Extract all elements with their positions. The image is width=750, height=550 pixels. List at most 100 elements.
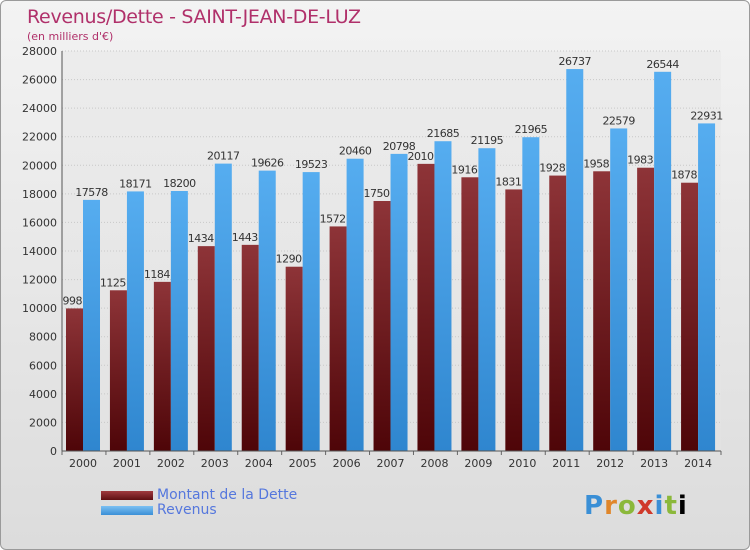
- data-label-dette: 1750: [364, 187, 390, 200]
- x-tick-label: 2014: [684, 457, 712, 470]
- data-label-revenus: 19626: [251, 157, 284, 170]
- x-tick-label: 2011: [552, 457, 580, 470]
- data-label-dette: 1878: [671, 169, 697, 182]
- x-tick-label: 2009: [464, 457, 492, 470]
- y-tick-label: 20000: [22, 159, 57, 172]
- data-label-revenus: 18200: [163, 177, 196, 190]
- bar-dette: [461, 177, 479, 452]
- y-tick-label: 6000: [29, 359, 57, 372]
- x-tick-label: 2002: [157, 457, 185, 470]
- legend-item-revenus: Revenus: [101, 502, 441, 518]
- bar-dette: [505, 189, 523, 451]
- y-tick-label: 12000: [22, 274, 57, 287]
- y-tick-label: 14000: [22, 245, 57, 258]
- y-tick-label: 22000: [22, 131, 57, 144]
- logo-letter: P: [584, 491, 605, 521]
- data-label-dette: 998: [63, 294, 83, 307]
- bar-revenus: [170, 191, 188, 451]
- bar-dette: [681, 182, 699, 451]
- bar-revenus: [566, 69, 584, 452]
- data-label-revenus: 20117: [207, 150, 240, 163]
- legend: Montant de la Dette Revenus: [101, 487, 441, 518]
- x-tick-label: 2006: [333, 457, 361, 470]
- logo-letter: t: [664, 491, 678, 521]
- bar-dette: [153, 281, 171, 451]
- y-tick-label: 0: [50, 445, 57, 458]
- data-label-revenus: 17578: [75, 186, 108, 199]
- legend-swatch-dette: [101, 491, 153, 500]
- logo-letter: x: [636, 491, 655, 521]
- bar-dette: [373, 201, 391, 451]
- bar-revenus: [302, 172, 320, 451]
- x-tick-label: 2005: [289, 457, 317, 470]
- data-label-revenus: 21965: [515, 123, 548, 136]
- bar-revenus: [346, 158, 364, 451]
- bar-revenus: [610, 128, 628, 451]
- logo-letter: o: [617, 491, 637, 521]
- bar-revenus: [258, 170, 276, 451]
- bar-revenus: [522, 137, 540, 451]
- chart-subtitle: (en milliers d'€): [27, 30, 114, 43]
- legend-swatch-revenus: [101, 506, 153, 515]
- bar-dette: [417, 163, 435, 451]
- y-tick-label: 26000: [22, 74, 57, 87]
- data-label-revenus: 22579: [602, 114, 635, 127]
- data-label-revenus: 26544: [646, 58, 679, 71]
- data-label-dette: 1916: [451, 163, 477, 176]
- bar-dette: [241, 244, 259, 451]
- bar-dette: [329, 226, 347, 451]
- bar-revenus: [654, 71, 672, 452]
- y-tick-label: 28000: [22, 45, 57, 58]
- y-tick-label: 2000: [29, 416, 57, 429]
- x-tick-label: 2010: [508, 457, 536, 470]
- bar-revenus: [214, 163, 232, 451]
- logo-letter: i: [654, 491, 665, 521]
- proxiti-logo: Proxiti: [584, 491, 688, 521]
- bar-revenus: [478, 148, 496, 451]
- bar-revenus: [390, 153, 408, 451]
- y-tick-label: 4000: [29, 388, 57, 401]
- data-label-revenus: 22931: [690, 109, 723, 122]
- y-tick-label: 8000: [29, 331, 57, 344]
- x-tick-label: 2003: [201, 457, 229, 470]
- bar-dette: [285, 266, 303, 451]
- y-tick-label: 16000: [22, 216, 57, 229]
- y-tick-label: 18000: [22, 188, 57, 201]
- logo-letter: r: [604, 491, 618, 521]
- data-label-revenus: 21195: [471, 134, 504, 147]
- data-label-revenus: 18171: [119, 177, 152, 190]
- x-tick-label: 2012: [596, 457, 624, 470]
- data-label-revenus: 19523: [295, 158, 328, 171]
- bar-dette: [593, 171, 611, 452]
- bar-dette: [109, 290, 127, 451]
- data-label-dette: 1184: [144, 268, 170, 281]
- data-label-dette: 1831: [495, 175, 521, 188]
- data-label-dette: 1443: [232, 231, 258, 244]
- x-tick-label: 2008: [420, 457, 448, 470]
- data-label-dette: 1290: [276, 253, 302, 266]
- data-label-dette: 1434: [188, 232, 214, 245]
- bar-dette: [637, 167, 655, 451]
- x-tick-label: 2000: [69, 457, 97, 470]
- bar-revenus: [83, 199, 100, 451]
- data-label-revenus: 20798: [383, 140, 416, 153]
- x-tick-label: 2001: [113, 457, 141, 470]
- x-tick-label: 2007: [377, 457, 405, 470]
- data-label-revenus: 21685: [427, 127, 460, 140]
- x-tick-label: 2013: [640, 457, 668, 470]
- legend-item-dette: Montant de la Dette: [101, 487, 441, 503]
- data-label-dette: 1983: [627, 154, 653, 167]
- data-label-dette: 1958: [583, 157, 609, 170]
- y-tick-label: 24000: [22, 102, 57, 115]
- bar-revenus: [126, 191, 144, 451]
- y-tick-label: 10000: [22, 302, 57, 315]
- legend-label-dette: Montant de la Dette: [157, 487, 298, 503]
- bar-dette: [66, 308, 83, 451]
- bar-dette: [549, 175, 567, 452]
- data-label-dette: 1125: [100, 276, 126, 289]
- data-label-dette: 1572: [320, 212, 346, 225]
- data-label-revenus: 20460: [339, 145, 372, 158]
- data-label-dette: 2010: [407, 150, 433, 163]
